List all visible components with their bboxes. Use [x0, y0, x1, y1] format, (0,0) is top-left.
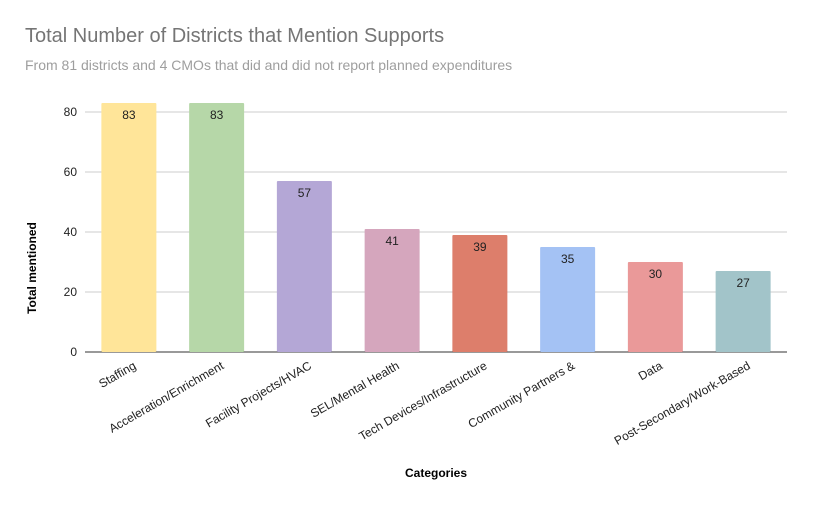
bar-value-label: 83 — [122, 108, 136, 122]
x-axis-title: Categories — [405, 466, 467, 480]
bar — [101, 103, 157, 352]
bar-value-label: 57 — [298, 186, 312, 200]
bar-value-label: 30 — [649, 267, 663, 281]
bar-value-label: 41 — [385, 234, 399, 248]
y-tick-labels: 0 20 40 60 80 — [64, 105, 78, 359]
x-tick-label: Staffing — [96, 358, 138, 390]
y-tick-label: 0 — [70, 345, 77, 359]
y-axis-title: Total mentioned — [25, 222, 39, 314]
bar — [364, 229, 420, 352]
bar — [715, 271, 771, 352]
y-tick-label: 80 — [64, 105, 78, 119]
bar — [189, 103, 245, 352]
bar-value-label: 83 — [210, 108, 224, 122]
bar-value-label: 27 — [736, 276, 750, 290]
y-tick-label: 60 — [64, 165, 78, 179]
bars — [101, 103, 771, 352]
x-tick-label: Post-Secondary/Work-Based — [612, 358, 753, 447]
y-tick-label: 20 — [64, 285, 78, 299]
bar — [452, 235, 508, 352]
bar — [540, 247, 596, 352]
x-tick-label: Data — [636, 358, 665, 383]
chart-subtitle: From 81 districts and 4 CMOs that did an… — [25, 57, 513, 73]
bar-value-label: 35 — [561, 252, 575, 266]
bar-value-label: 39 — [473, 240, 487, 254]
chart-title: Total Number of Districts that Mention S… — [25, 25, 445, 47]
bar — [627, 262, 683, 352]
bar — [276, 181, 332, 352]
data-labels: 83 83 57 41 39 35 30 27 — [122, 108, 750, 290]
x-tick-label: SEL/Mental Health — [308, 358, 402, 420]
y-tick-label: 40 — [64, 225, 78, 239]
x-tick-labels: StaffingAcceleration/EnrichmentFacility … — [96, 358, 752, 448]
